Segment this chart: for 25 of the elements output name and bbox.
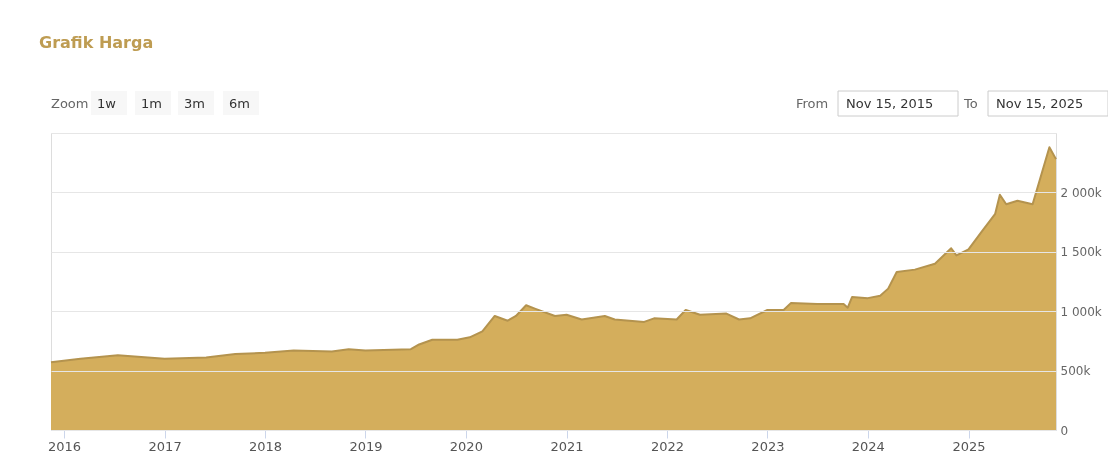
x-tick-label: 2024 <box>851 438 885 454</box>
x-tick-label: 2019 <box>349 438 383 454</box>
text: 6m <box>229 96 250 111</box>
y-tick-label: 1 500k <box>1060 245 1102 260</box>
chart-title: Grafik Harga <box>39 33 154 52</box>
y-tick-label: 1 000k <box>1060 304 1102 319</box>
x-tick-label: 2022 <box>650 438 685 454</box>
x-tick-label: 2016 <box>47 438 81 454</box>
y-tick-label: 0 <box>1060 423 1069 438</box>
y-tick-label: 500k <box>1060 364 1091 379</box>
text: From <box>796 96 829 111</box>
y-tick-label: 2 000k <box>1060 185 1102 200</box>
x-tick-label: 2023 <box>751 438 785 454</box>
text: Nov 15, 2025 <box>996 96 1084 111</box>
x-tick-label: 2021 <box>550 438 584 454</box>
text: 3m <box>184 96 205 111</box>
text: 1m <box>141 96 162 111</box>
text: Nov 15, 2015 <box>846 96 934 111</box>
x-tick-label: 2018 <box>248 438 283 454</box>
text: To <box>963 96 978 111</box>
x-tick-label: 2017 <box>148 438 182 454</box>
text: 1w <box>97 96 117 111</box>
text: Zoom <box>51 96 89 111</box>
x-tick-label: 2020 <box>449 438 483 454</box>
x-tick-label: 2025 <box>952 438 986 454</box>
